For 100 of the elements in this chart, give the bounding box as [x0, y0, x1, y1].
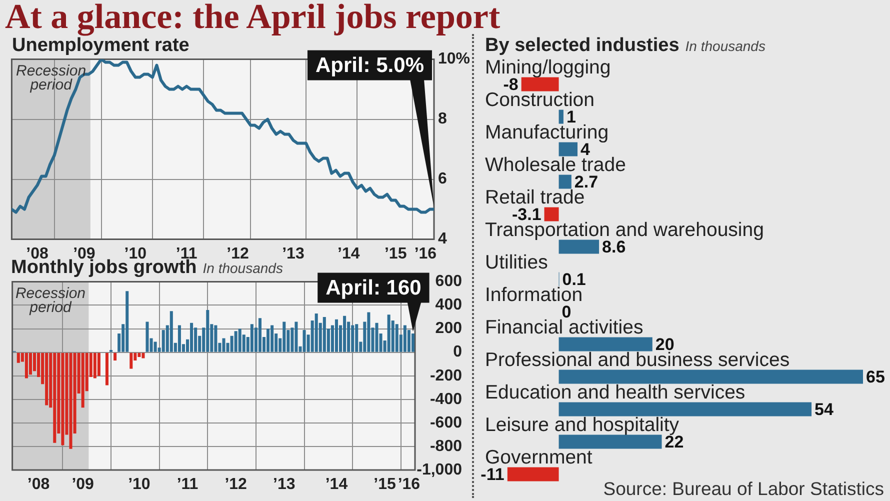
bar: [343, 316, 346, 352]
x-tick-label: ’12: [226, 245, 249, 262]
bar: [45, 352, 48, 406]
y-tick-label: -800: [430, 438, 462, 455]
y-tick-label: -600: [430, 414, 462, 432]
annotation: April: 160: [326, 276, 422, 300]
bar: [214, 325, 218, 352]
bar: [234, 331, 238, 352]
bar: [375, 322, 378, 352]
bar: [154, 342, 157, 352]
x-tick-label: ’12: [224, 476, 248, 494]
x-tick-label: ’11: [176, 476, 198, 494]
x-tick-label: ’13: [273, 476, 296, 494]
bar: [558, 110, 564, 124]
y-tick-label: 6: [438, 170, 447, 188]
bar: [334, 319, 338, 352]
chart-title: Unemployment rate: [12, 35, 190, 56]
bar: [93, 352, 96, 378]
bar: [355, 324, 358, 352]
annotation: Source: Bureau of Labor Statistics: [603, 478, 884, 499]
bar: [206, 310, 210, 352]
bar: [558, 370, 863, 384]
y-tick-label: 8: [438, 110, 447, 128]
bar: [387, 314, 390, 352]
bar: [314, 313, 318, 352]
y-tick-label: Financial activities: [485, 316, 644, 338]
x-tick-label: ’09: [72, 476, 94, 494]
bar: [69, 352, 72, 449]
x-tick-label: ’10: [128, 476, 150, 494]
x-tick-label: ’13: [282, 245, 304, 262]
bar: [97, 352, 100, 376]
bar: [142, 352, 145, 358]
x-tick-label: ’14: [338, 245, 360, 262]
x-tick-label: ’10: [124, 245, 147, 262]
x-tick-label: ’16: [414, 245, 437, 262]
bar: [53, 352, 56, 443]
bar: [367, 312, 370, 352]
chart-title: By selected industies: [485, 35, 680, 56]
bar: [138, 352, 141, 358]
bar: [16, 352, 20, 363]
bar: [302, 330, 306, 352]
bar: [222, 338, 226, 352]
bar: [130, 352, 133, 369]
bar: [170, 311, 173, 352]
bar: [507, 467, 559, 482]
x-tick-label: ’14: [325, 476, 348, 494]
bar: [395, 324, 398, 352]
x-tick-label: ’15: [384, 245, 407, 262]
bar: [270, 325, 274, 352]
bar: [250, 324, 254, 352]
bar: [28, 352, 32, 375]
bar: [81, 352, 84, 408]
y-tick-label: Utilities: [485, 251, 548, 274]
bar: [105, 352, 108, 386]
y-tick-label: -200: [430, 367, 462, 384]
y-tick-label: Professional and business services: [485, 348, 790, 371]
x-tick-label: ’08: [27, 476, 50, 494]
chart-subtitle: In thousands: [202, 260, 283, 276]
y-tick-label: 10%: [438, 50, 470, 68]
bar: [558, 337, 652, 352]
bar: [411, 333, 414, 352]
bar: [558, 434, 662, 449]
bar: [146, 322, 149, 352]
y-tick-label: 200: [435, 320, 462, 338]
bar: [238, 328, 242, 352]
y-tick-label: -1,000: [416, 461, 462, 478]
bar: [558, 240, 600, 254]
bar: [282, 322, 286, 352]
bar: [61, 352, 64, 446]
band-label: Recession period: [16, 62, 86, 94]
band-label: Recession period: [15, 284, 86, 316]
bar: [190, 322, 194, 352]
bar: [266, 328, 270, 352]
bar: [558, 174, 572, 189]
bar: [558, 402, 812, 416]
bar: [322, 317, 326, 352]
y-tick-label: 400: [435, 296, 462, 314]
x-tick-label: ’15: [374, 476, 396, 494]
y-tick-label: 4: [438, 230, 447, 248]
bar: [558, 142, 578, 156]
bar: [521, 77, 559, 92]
x-tick-label: ’16: [398, 476, 420, 494]
bar: [114, 352, 117, 361]
y-tick-label: Education and health services: [485, 381, 746, 404]
chart-subtitle: In thousands: [685, 38, 766, 54]
bar: [403, 325, 406, 352]
bar: [24, 352, 28, 378]
bar: [351, 325, 354, 352]
bar: [544, 207, 559, 222]
bar: [294, 322, 298, 352]
text: At a glance: the April jobs report: [5, 0, 502, 36]
data-label: 8.6: [602, 237, 626, 256]
y-tick-label: 600: [435, 273, 462, 290]
bar: [126, 291, 129, 352]
bar: [178, 325, 181, 352]
bar: [258, 318, 262, 352]
annotation: April: 5.0%: [315, 54, 424, 78]
y-tick-label: 0: [453, 344, 462, 361]
data-label: 54: [814, 400, 834, 419]
x-tick-label: ’08: [26, 245, 49, 262]
